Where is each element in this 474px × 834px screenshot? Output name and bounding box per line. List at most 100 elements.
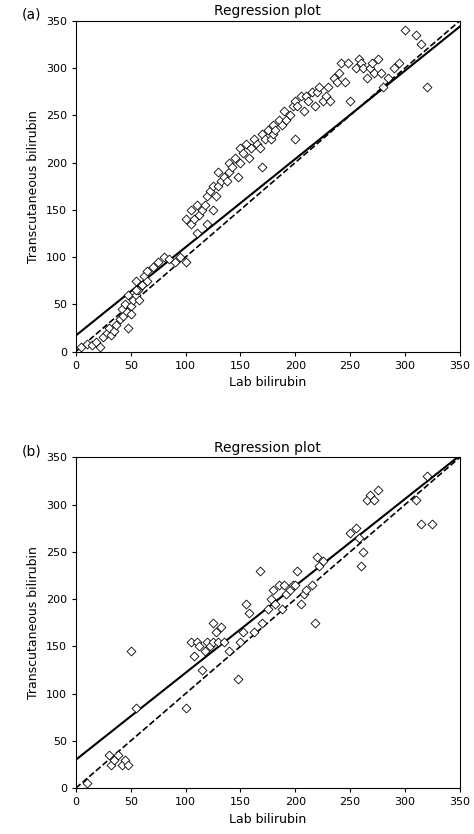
Point	[195, 208, 202, 221]
Point	[346, 526, 354, 540]
Point	[272, 123, 279, 136]
Point	[363, 71, 370, 84]
Point	[396, 57, 403, 70]
Point	[215, 165, 222, 178]
Point	[256, 142, 264, 155]
Point	[129, 293, 137, 306]
Point	[258, 128, 266, 141]
Point	[191, 213, 198, 226]
Point	[121, 298, 129, 311]
Point	[412, 28, 419, 42]
Point	[258, 161, 266, 174]
Point	[423, 80, 431, 93]
Point	[96, 340, 104, 354]
Point	[89, 339, 96, 352]
Point	[78, 340, 85, 354]
Point	[110, 753, 118, 766]
Point	[423, 470, 431, 483]
Point	[204, 189, 211, 203]
Point	[193, 198, 201, 212]
Point	[226, 645, 233, 658]
Point	[138, 279, 146, 292]
Point	[352, 521, 359, 535]
Point	[359, 62, 367, 75]
Point	[107, 328, 115, 341]
Point	[292, 94, 299, 108]
Point	[237, 142, 244, 155]
Point	[193, 635, 201, 648]
Point	[305, 94, 312, 108]
Point	[346, 94, 354, 108]
Point	[209, 203, 217, 217]
Point	[270, 128, 277, 141]
Point	[201, 645, 209, 658]
Point	[289, 99, 297, 113]
Point	[385, 71, 392, 84]
Title: Regression plot: Regression plot	[214, 4, 321, 18]
Point	[246, 606, 253, 620]
Point	[136, 293, 143, 306]
Point	[220, 635, 228, 648]
Point	[138, 279, 146, 292]
Point	[302, 583, 310, 596]
Point	[83, 776, 91, 790]
Point	[300, 588, 308, 601]
Point	[226, 156, 233, 169]
Point	[313, 550, 321, 563]
Point	[374, 52, 381, 65]
Point	[103, 326, 110, 339]
Point	[366, 489, 374, 502]
Point	[357, 57, 365, 70]
Point	[125, 289, 132, 302]
Point	[324, 80, 332, 93]
Point	[289, 578, 297, 591]
Point	[401, 23, 409, 37]
Point	[119, 309, 127, 322]
Point	[204, 218, 211, 231]
Point	[418, 38, 425, 51]
Point	[220, 170, 228, 183]
Point	[242, 597, 250, 610]
Point	[428, 517, 436, 530]
Point	[308, 85, 316, 98]
Point	[132, 274, 140, 288]
Point	[242, 137, 250, 150]
Point	[195, 640, 202, 653]
Point	[355, 531, 363, 545]
Point	[283, 588, 290, 601]
Point	[377, 66, 384, 79]
Point	[110, 324, 118, 338]
Point	[258, 616, 266, 630]
Point	[118, 303, 126, 316]
Point	[327, 94, 334, 108]
Point	[125, 758, 132, 771]
Point	[355, 52, 363, 65]
Point	[237, 156, 244, 169]
Point	[235, 170, 242, 183]
Point	[209, 616, 217, 630]
Point	[155, 255, 162, 269]
Point	[201, 198, 209, 212]
Point	[187, 203, 195, 217]
Point	[191, 649, 198, 662]
Point	[114, 748, 121, 761]
Point	[363, 493, 370, 506]
Point	[359, 545, 367, 559]
Point	[390, 62, 398, 75]
Point	[316, 80, 323, 93]
Point	[278, 602, 286, 615]
Point	[228, 161, 236, 174]
Point	[293, 564, 301, 577]
Point	[246, 151, 253, 164]
Point	[330, 71, 337, 84]
Y-axis label: Transcutaneous bilirubin: Transcutaneous bilirubin	[27, 110, 40, 263]
Point	[313, 85, 321, 98]
X-axis label: Lab bilirubin: Lab bilirubin	[229, 376, 306, 389]
Point	[217, 175, 224, 188]
Point	[272, 597, 279, 610]
Point	[231, 151, 239, 164]
Point	[217, 620, 224, 634]
Point	[286, 583, 293, 596]
Point	[235, 673, 242, 686]
Point	[368, 57, 376, 70]
